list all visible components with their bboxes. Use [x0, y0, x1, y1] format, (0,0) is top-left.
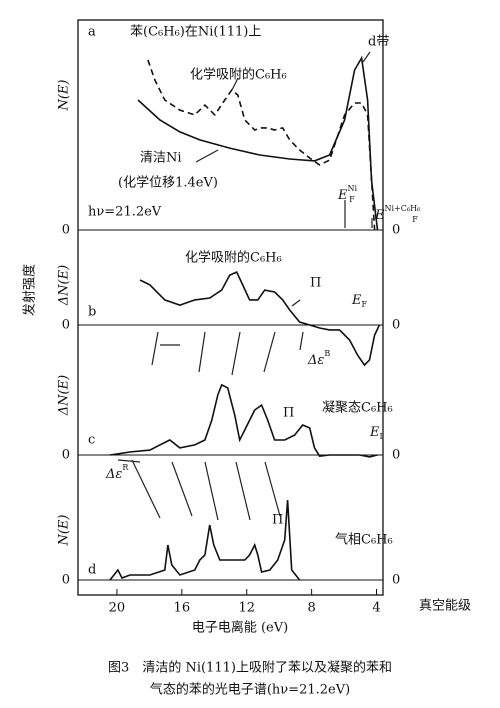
annotation-sup: Ni [348, 184, 358, 193]
y-tick-label: 0 [62, 223, 70, 238]
series-label: 清洁Ni [140, 151, 182, 166]
panel-y-label: N(E) [57, 79, 72, 111]
annotation-sub: F [349, 195, 355, 204]
annotation-sup: Ni+C₆H₆ [385, 204, 421, 213]
c-d-links [117, 459, 281, 521]
y-tick-label: 0 [392, 573, 400, 588]
x-axis-right-label: 真空能级 [419, 599, 471, 614]
annotation: hν=21.2eV [88, 205, 162, 220]
annotation: ENi+C₆H₆ F [374, 204, 420, 224]
annotation-sub: F [362, 300, 368, 309]
annotation: 苯(C₆H₆)在Ni(111)上 [130, 25, 261, 40]
caption: 气态的苯的光电子谱(hν=21.2eV) [150, 682, 350, 698]
spectrum-line [147, 59, 376, 231]
leader-lines [195, 51, 373, 307]
spectrum-line [109, 383, 378, 458]
annotation-main: E [374, 208, 385, 223]
x-axis-label: 电子电离能 (eV) [192, 620, 288, 636]
annotation-main: Δε [105, 467, 122, 482]
annotation-sub: I [380, 432, 383, 441]
annotation-main: E [351, 293, 362, 308]
annotation: EI [369, 425, 383, 442]
x-tick-label: 16 [174, 601, 191, 616]
spectrum-line [137, 55, 379, 231]
correlation-lines [117, 51, 373, 521]
panel-y-label: ΔN(E) [57, 265, 72, 306]
series-label: 化学吸附的C₆H₆ [190, 67, 287, 83]
annotation-main: E [337, 188, 348, 203]
annotation-main: E [369, 425, 380, 440]
y-tick-label: 0 [392, 318, 400, 333]
plot-frame [77, 19, 384, 596]
series-label: 气相C₆H₆ [335, 532, 393, 548]
panel-letter: b [88, 305, 96, 320]
x-tick-label: 8 [307, 601, 315, 616]
spectrum-line [109, 500, 301, 581]
annotation: Π [283, 406, 294, 421]
annotation: Π [272, 513, 283, 528]
annotation: d带 [368, 35, 389, 50]
panel-letter: c [88, 433, 95, 448]
spectrum-line [139, 271, 381, 367]
y-axis-label: 发射强度 [22, 264, 38, 316]
annotation: (化学位移1.4eV) [118, 175, 218, 191]
annotation: ENi F [337, 184, 358, 204]
annotation: ΔεR [105, 463, 129, 482]
y-tick-label: 0 [392, 223, 400, 238]
annotation: ΔεB [307, 349, 330, 368]
b-c-links [151, 331, 304, 376]
panel-letter: d [88, 563, 96, 578]
y-tick-label: 0 [62, 318, 70, 333]
caption: 图3 清洁的 Ni(111)上吸附了苯以及凝聚的苯和 [108, 660, 392, 676]
x-tick-label: 20 [109, 601, 126, 616]
annotation: EF [351, 293, 368, 310]
x-tick-label: 4 [372, 601, 380, 616]
panel-y-label: N(E) [57, 514, 72, 546]
annotation-sup: R [122, 463, 129, 472]
x-tick-label: 12 [238, 601, 255, 616]
panel-letter: a [88, 25, 96, 40]
annotation-sub: F [412, 215, 418, 224]
panel-y-label: ΔN(E) [57, 375, 72, 416]
annotation-main: Δε [307, 353, 324, 368]
y-tick-label: 0 [62, 573, 70, 588]
y-tick-label: 0 [392, 448, 400, 463]
y-tick-label: 0 [62, 448, 70, 463]
annotation: Π [310, 276, 321, 291]
annotation-sup: B [324, 349, 330, 358]
series-label: 化学吸附的C₆H₆ [185, 250, 282, 266]
series-label: 凝聚态C₆H₆ [322, 400, 393, 416]
